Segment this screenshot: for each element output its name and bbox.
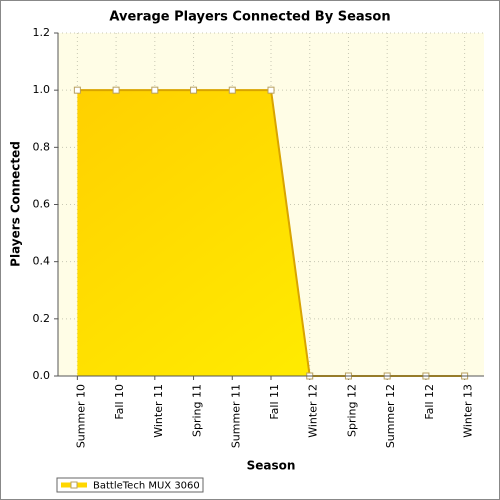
marker	[73, 86, 81, 94]
y-tick-label: 0.6	[33, 198, 51, 211]
y-tick-label: 1.0	[33, 83, 51, 96]
y-tick-label: 0.0	[33, 369, 51, 382]
x-tick-label: Spring 12	[345, 384, 358, 437]
y-tick-label: 0.8	[33, 140, 51, 153]
x-tick-label: Summer 11	[229, 384, 242, 448]
legend-marker	[70, 481, 78, 489]
marker	[228, 86, 236, 94]
x-tick-label: Fall 11	[268, 384, 281, 420]
x-tick-label: Spring 11	[191, 384, 204, 437]
legend-box	[56, 477, 204, 493]
chart-title: Average Players Connected By Season	[109, 10, 390, 25]
y-axis-title: Players Connected	[9, 141, 23, 267]
marker	[151, 86, 159, 94]
y-tick-label: 0.2	[33, 312, 51, 325]
legend-label: BattleTech MUX 3060	[93, 481, 200, 492]
y-tick-label: 1.2	[33, 26, 51, 39]
marker	[190, 86, 198, 94]
y-tick-label: 0.4	[33, 255, 51, 268]
x-axis-title: Season	[247, 459, 296, 473]
area	[77, 90, 465, 377]
x-tick-label: Fall 10	[113, 384, 126, 420]
x-tick-label: Summer 10	[74, 384, 87, 448]
x-tick-label: Fall 12	[423, 384, 436, 420]
x-tick-label: Winter 12	[307, 384, 320, 438]
marker	[267, 86, 275, 94]
marker	[112, 86, 120, 94]
x-tick-label: Winter 13	[462, 384, 475, 438]
x-tick-label: Summer 12	[384, 384, 397, 448]
x-tick-label: Winter 11	[152, 384, 165, 438]
